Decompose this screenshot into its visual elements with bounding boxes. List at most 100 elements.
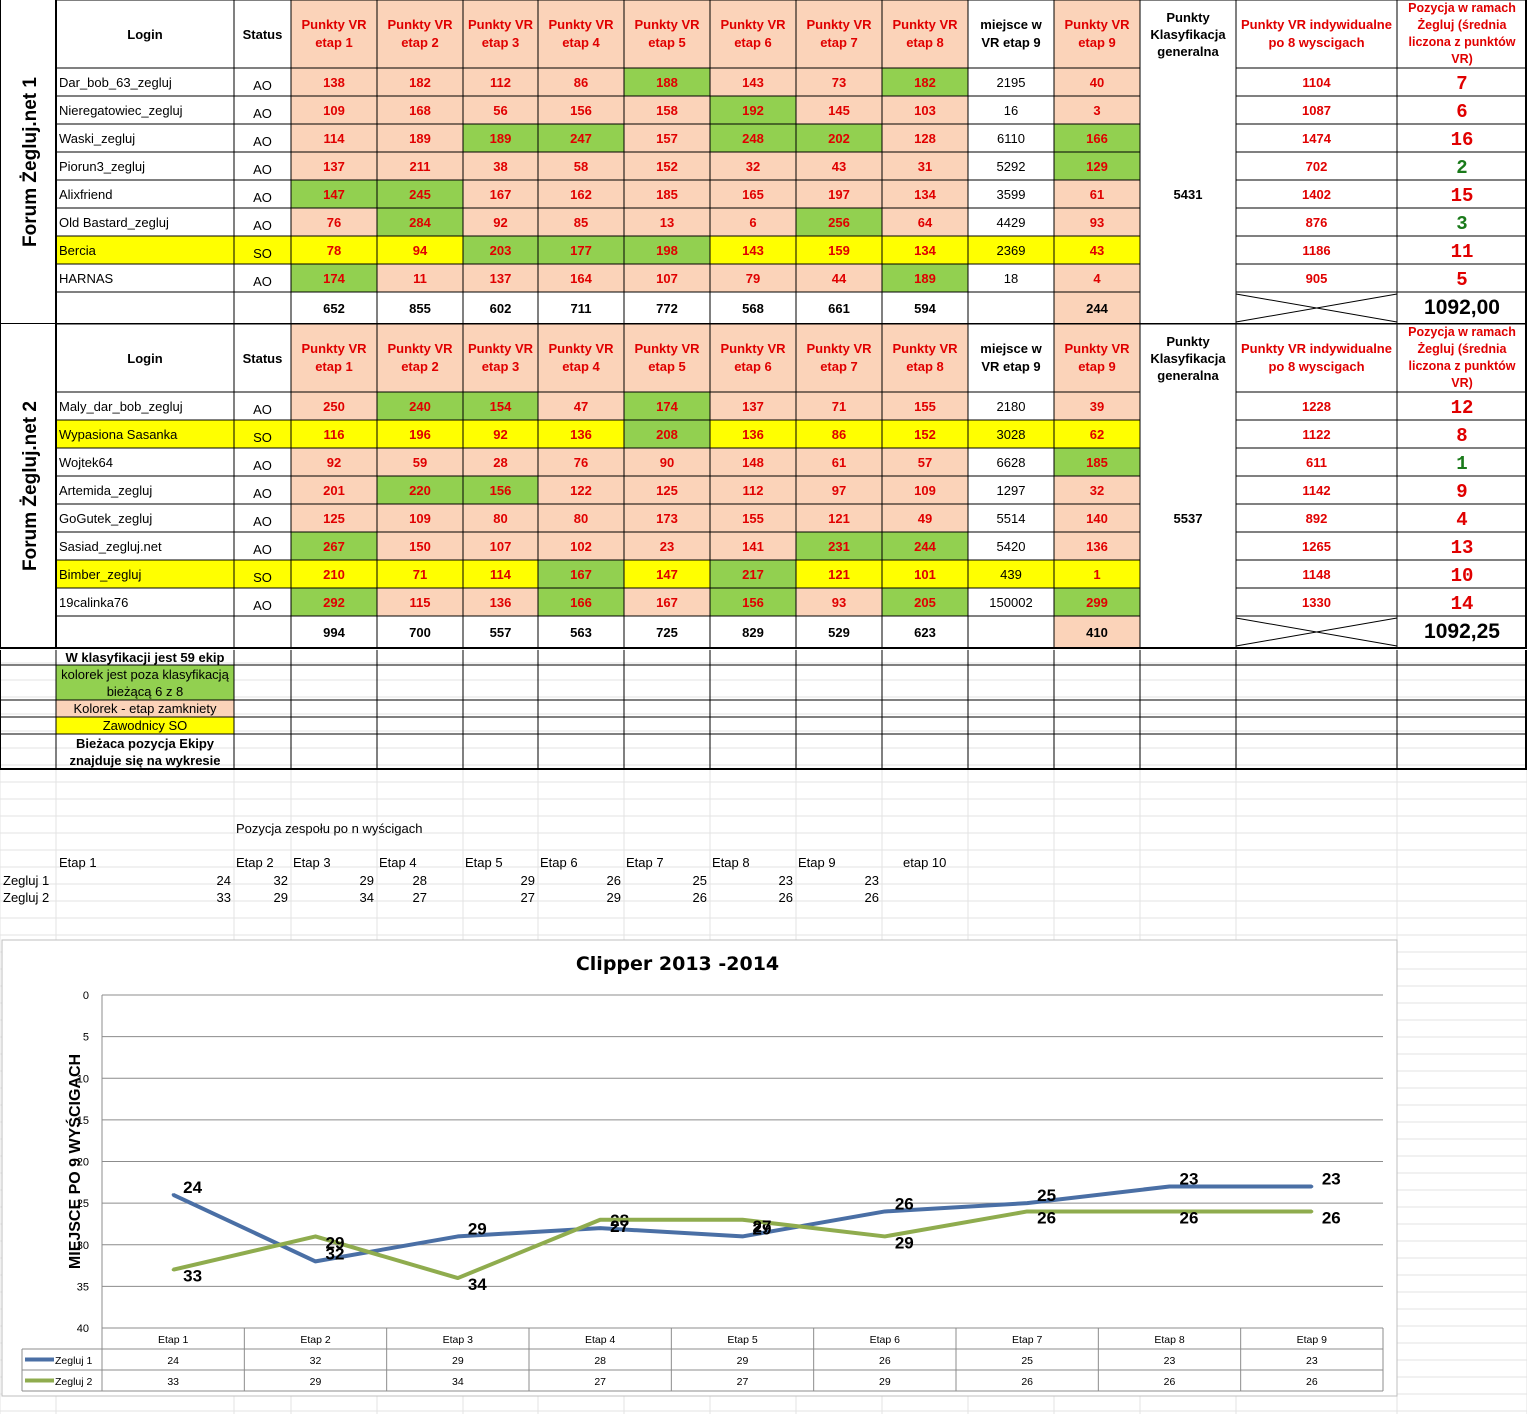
header-etap-5-box: Punkty VR etap 5 [634,17,699,50]
player-login[interactable]: Dar_bob_63_zegluj [59,74,172,90]
player-position-box: 11 [1451,241,1474,263]
player-value-etap-5: 185 [656,186,678,202]
player-value-etap-6-box: 217 [742,567,764,582]
y-tick-label: 5 [83,1032,89,1044]
player-value-etap-9-box: 2369 [997,243,1026,258]
player-login[interactable]: Bercia [59,242,96,258]
player-indiv-points: 702 [1305,158,1328,174]
player-login[interactable]: Nieregatowiec_zegluj [59,102,183,118]
player-value-etap-7: 256 [828,214,850,230]
player-value-etap-7-box: 159 [828,243,850,258]
value-cell-bg [624,264,710,292]
player-value-etap-4: 166 [570,594,592,610]
player-login[interactable]: Bimber_zegluj [59,566,142,582]
player-indiv-points: 905 [1305,270,1328,286]
player-position-box: 6 [1456,101,1467,123]
value-cell-bg [538,476,624,504]
player-value-etap-1-box: 109 [323,103,345,118]
value-cell-bg [1054,420,1140,448]
player-value-etap-5-box: 208 [656,427,678,442]
value-cell-bg [538,504,624,532]
player-login[interactable]: Piorun3_zegluj [59,158,146,174]
player-value-etap-10-box: 93 [1089,214,1105,230]
player-value-etap-3: 167 [489,186,512,202]
player-login[interactable]: Wojtek64 [59,454,113,470]
player-login[interactable]: Waski_zegluj [59,130,136,146]
value-cell-bg [968,152,1054,180]
player-login[interactable]: GoGutek_zegluj [59,510,153,526]
chart-border [1,939,1398,1397]
so-row-bg [56,420,291,448]
value-cell-bg [1054,152,1140,180]
player-login[interactable]: HARNAS [59,270,114,286]
player-value-etap-4: 102 [570,538,592,554]
player-value-etap-6-box: 141 [742,539,764,554]
data-label: 34 [468,1275,487,1294]
value-cell-bg [463,420,538,448]
data-label: 33 [183,1267,202,1286]
header-etap-7: Punkty VR etap 7 [806,341,872,374]
player-value-etap-10-box: 4 [1093,271,1100,286]
header-bg [710,324,796,392]
player-value-etap-10: 39 [1089,398,1105,414]
total-etap-4: 711 [570,300,592,316]
player-value-etap-10: 93 [1089,214,1105,230]
player-login[interactable]: 19calinka76 [59,594,129,610]
player-value-etap-1: 250 [323,398,345,414]
header-bg [291,324,377,392]
value-cell-bg [710,124,796,152]
player-login[interactable]: Wypasiona Sasanka [59,426,178,442]
value-cell-bg [796,560,882,588]
player-value-etap-4: 58 [573,158,589,174]
category-label: Etap 5 [727,1334,758,1346]
total-etap-9 [968,616,1054,648]
player-login[interactable]: Maly_dar_bob_zegluj [59,398,183,414]
value-cell-bg [377,504,463,532]
player-login[interactable]: Alixfriend [59,186,113,202]
player-value-etap-3: 38 [493,158,508,174]
value-cell-bg [624,124,710,152]
player-value-etap-1: 138 [323,74,345,90]
header-etap-1-box: Punkty VR etap 1 [301,17,366,50]
value-cell-bg [291,208,377,236]
data-point [741,1218,744,1222]
chart-title: Clipper 2013 -2014 [576,953,779,975]
player-value-etap-9-box: 150002 [989,595,1032,610]
player-value-etap-5-box: 198 [656,243,678,258]
player-indiv-points-box: 1186 [1302,243,1330,258]
total-etap-8: 623 [914,624,936,640]
player-value-etap-3: 203 [489,242,512,258]
player-status-box: SO [253,246,272,261]
player-value-etap-2-box: 245 [409,187,431,202]
player-login[interactable]: Old Bastard_zegluj [59,214,169,230]
player-value-etap-3: 154 [489,398,512,414]
data-table-value: 26 [879,1355,891,1367]
value-cell-bg [538,532,624,560]
value-cell-bg [377,152,463,180]
data-table-value: 26 [1021,1376,1033,1388]
position-table-value: 29 [521,873,535,888]
player-value-etap-4: 76 [573,454,589,470]
value-cell-bg [463,264,538,292]
data-table-value: 27 [737,1376,749,1388]
category-label: Etap 4 [585,1334,616,1346]
player-value-etap-9: 18 [1003,270,1019,286]
player-position: 15 [1450,185,1474,207]
value-cell-bg [1054,124,1140,152]
header-etap-10: Punkty VR etap 9 [1064,341,1130,374]
player-value-etap-6-box: 136 [742,427,764,442]
header-bg [882,0,968,68]
player-value-etap-1: 76 [326,214,342,230]
y-axis-label: MIEJSCE PO 9 WYŚCIGACH [65,1054,84,1269]
total-etap-1-box: 994 [323,625,345,640]
player-login[interactable]: Sasiad_zegluj.net [59,538,162,554]
player-value-etap-6: 32 [745,158,761,174]
player-value-etap-8-box: 64 [918,215,932,230]
player-status-box: SO [253,430,272,445]
player-login[interactable]: Artemida_zegluj [59,482,153,498]
value-cell-bg [291,68,377,96]
player-value-etap-6-box: 148 [742,455,764,470]
player-indiv-points: 1330 [1302,594,1331,610]
player-login-box: Wojtek64 [59,454,113,470]
